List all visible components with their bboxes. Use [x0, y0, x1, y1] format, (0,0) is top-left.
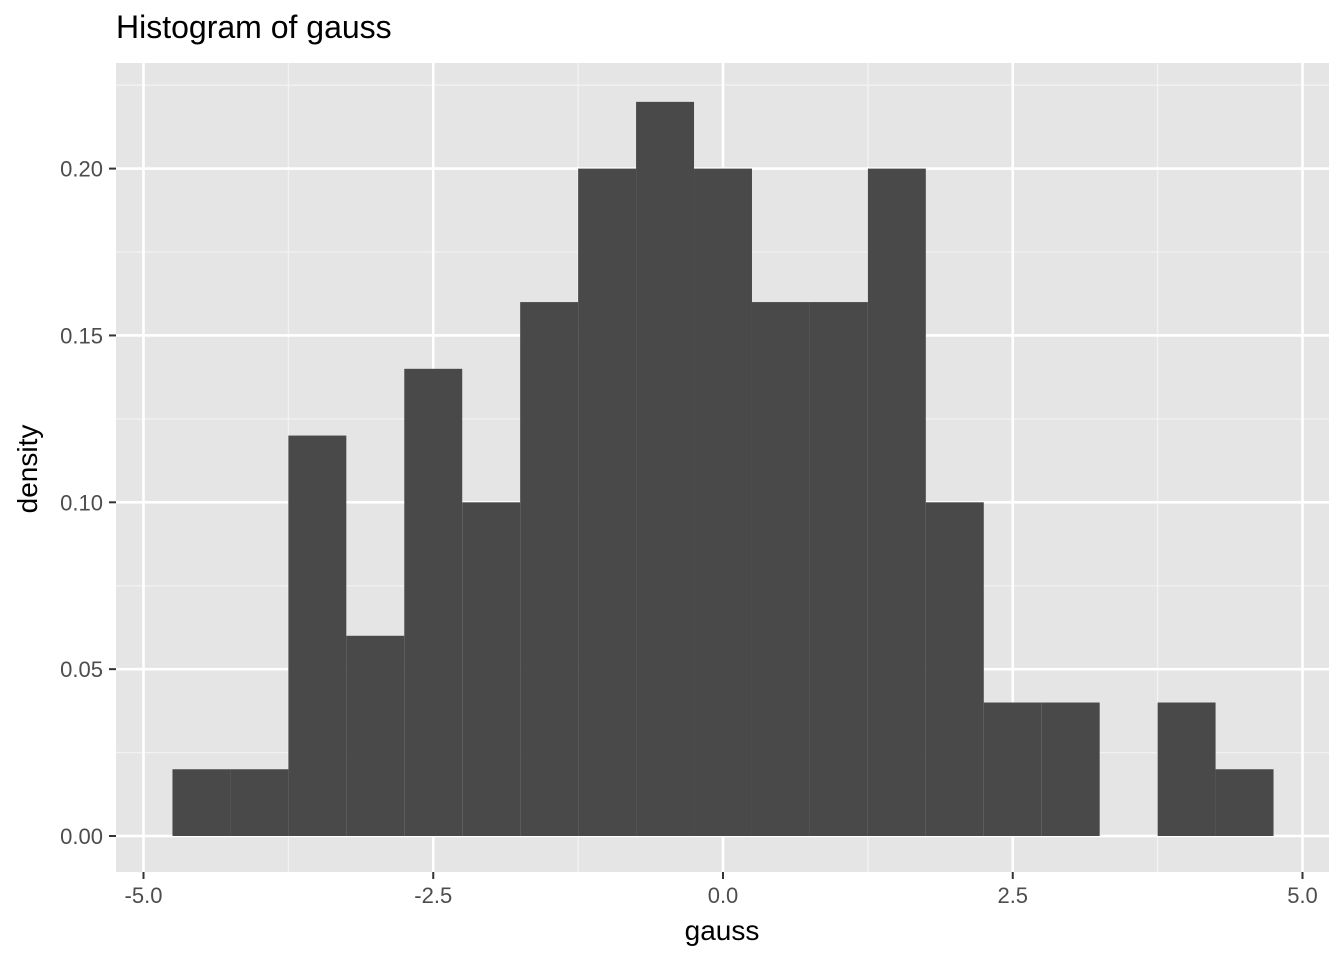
histogram-bar: [520, 302, 579, 837]
x-axis: -5.0 -2.5 0.0 2.5 5.0: [125, 872, 1318, 908]
x-tick-label: 2.5: [997, 883, 1028, 908]
histogram-bar: [578, 168, 637, 837]
histogram-bar: [636, 101, 695, 837]
histogram-bar: [694, 168, 752, 837]
histogram-bar: [404, 368, 463, 836]
histogram-bar: [288, 435, 347, 836]
x-tick-label: -5.0: [125, 883, 163, 908]
x-tick-label: 0.0: [708, 883, 739, 908]
y-axis: 0.00 0.05 0.10 0.15 0.20: [60, 157, 116, 849]
x-tick-label: -2.5: [414, 883, 452, 908]
histogram-bar: [867, 168, 926, 837]
histogram-bar: [346, 635, 405, 836]
histogram-bar: [230, 769, 289, 836]
y-tick-label: 0.20: [60, 157, 103, 182]
y-axis-title: density: [12, 425, 43, 514]
y-tick-label: 0.00: [60, 824, 103, 849]
histogram-bar: [1157, 702, 1216, 836]
histogram-bar: [1041, 702, 1100, 836]
histogram-bar: [751, 302, 810, 837]
histogram-bar: [172, 769, 231, 836]
x-axis-title: gauss: [685, 915, 760, 946]
histogram-bar: [983, 702, 1042, 836]
y-tick-label: 0.15: [60, 323, 103, 348]
x-tick-label: 5.0: [1287, 883, 1318, 908]
histogram-bars: [172, 101, 1274, 837]
chart-title: Histogram of gauss: [116, 9, 392, 45]
histogram-bar: [809, 302, 868, 837]
histogram-bar: [925, 502, 984, 836]
histogram-bar: [462, 502, 521, 836]
histogram-bar: [1215, 769, 1274, 836]
y-tick-label: 0.10: [60, 490, 103, 515]
y-tick-label: 0.05: [60, 657, 103, 682]
